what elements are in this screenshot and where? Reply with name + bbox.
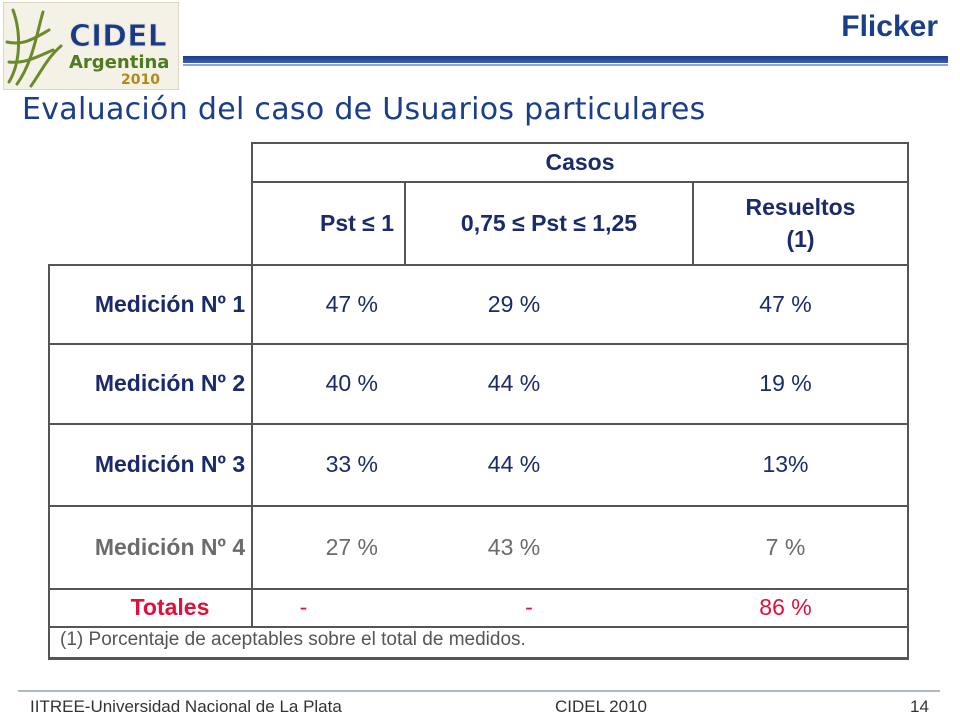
- table-cell: 33 %: [325, 451, 378, 478]
- casos-header: Casos: [545, 148, 615, 175]
- column-header: Resueltos (1): [745, 194, 856, 252]
- totals-cell: -: [525, 594, 533, 621]
- table-cell: 27 %: [325, 533, 378, 560]
- row-label: Medición Nº 4: [94, 533, 246, 560]
- row-label: Medición Nº 1: [94, 290, 246, 317]
- table-line: [907, 142, 909, 659]
- footer-rule: [18, 690, 940, 692]
- table-cell: 7 %: [765, 533, 806, 560]
- header-rule-thin: [183, 64, 948, 66]
- totals-cell: -: [299, 594, 308, 621]
- slide-title: Evaluación del caso de Usuarios particul…: [22, 92, 706, 127]
- column-header: 0,75 ≤ Pst ≤ 1,25: [460, 209, 638, 236]
- table-cell: 43 %: [487, 533, 541, 560]
- totals-cell: 86 %: [759, 594, 812, 621]
- table-line: [404, 181, 406, 266]
- table-line: [48, 588, 909, 590]
- table-line: [48, 343, 909, 345]
- table-line: [48, 423, 909, 425]
- table-line: [48, 505, 909, 507]
- table-cell: 44 %: [487, 451, 541, 478]
- table-cell: 29 %: [487, 290, 541, 317]
- table-line: [251, 142, 253, 628]
- footer-event: CIDEL 2010: [555, 697, 647, 716]
- table-cell: 47 %: [325, 290, 378, 317]
- footer-institution: IITREE-Universidad Nacional de La Plata: [30, 697, 342, 716]
- table-line: [48, 657, 909, 660]
- footnote-text: Porcentaje de aceptables sobre el total …: [88, 629, 526, 650]
- section-title: Flicker: [841, 10, 938, 43]
- row-label: Medición Nº 3: [94, 451, 246, 478]
- page-number: 14: [910, 697, 929, 716]
- table-cell: 19 %: [759, 370, 812, 397]
- column-header: Pst ≤ 1: [320, 209, 394, 236]
- table-line: [692, 181, 694, 266]
- svg-text:2010: 2010: [121, 72, 160, 88]
- table-cell: 44 %: [487, 370, 541, 397]
- table-line: [251, 181, 909, 183]
- table-line: [48, 264, 909, 266]
- footnote-marker: (1): [60, 629, 84, 650]
- table-line: [48, 626, 909, 628]
- totals-label: Totales: [130, 594, 210, 621]
- table-cell: 13%: [762, 451, 809, 478]
- table-line: [251, 142, 909, 144]
- table-cell: 40 %: [325, 370, 378, 397]
- table-footnote: (1) Porcentaje de aceptables sobre el to…: [60, 629, 526, 651]
- svg-text:CIDEL: CIDEL: [69, 19, 167, 54]
- table-cell: 47 %: [759, 290, 812, 317]
- table-line: [48, 264, 50, 659]
- cidel-logo: CIDEL Argentina 2010: [3, 2, 179, 90]
- header-rule: [183, 56, 948, 63]
- svg-text:Argentina: Argentina: [69, 52, 169, 73]
- row-label: Medición Nº 2: [94, 370, 246, 397]
